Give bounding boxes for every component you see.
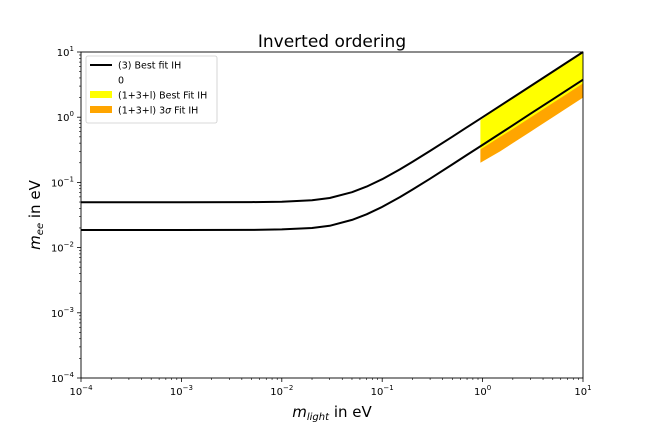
y-tick-label-base-5: 10 [57,48,70,59]
plot-frame [80,51,584,379]
y-tick-label-5: 101 [57,45,74,59]
x-tick-label-4: 100 [474,384,491,398]
x-tick-label-base-0: 10 [69,387,82,398]
y-tick-label-base-4: 10 [57,113,70,124]
x-tick-label-exp-0: −4 [82,384,93,392]
y-tick-label-exp-2: −2 [64,241,74,249]
x-tick-label-exp-5: 1 [587,384,591,392]
legend-label-3sigma-post: Fit IH [171,106,198,117]
x-tick-label-base-2: 10 [270,387,283,398]
x-tick-label-exp-3: −1 [383,384,393,392]
y-tick-label-exp-0: −4 [64,371,75,379]
y-axis-label-group: mee in eV [26,179,46,249]
x-tick-label-exp-2: −2 [283,384,293,392]
x-tick-label-base-5: 10 [574,387,587,398]
legend-label-3sigma-pre: (1+3+l) 3 [118,106,165,117]
bands-layer [480,52,583,163]
y-tick-label-base-3: 10 [51,178,64,189]
y-tick-label-1: 10−3 [51,306,74,320]
legend-label-3sigma-band: (1+3+l) 3σ Fit IH [118,106,198,117]
y-tick-label-exp-5: 1 [70,45,74,53]
x-tick-label-3: 10−1 [371,384,394,398]
y-tick-label-base-2: 10 [51,244,64,255]
x-tick-label-base-3: 10 [371,387,384,398]
y-tick-label-exp-1: −3 [64,306,74,314]
x-tick-label-2: 10−2 [270,384,293,398]
band-2 [480,82,583,163]
y-tick-label-2: 10−2 [51,241,74,255]
legend: (3) Best fit IH 0 (1+3+l) Best Fit IH (1… [85,55,218,124]
y-axis-label-symbol: m [26,235,44,250]
x-axis-label-unit: in eV [329,403,372,421]
x-axis-label: mlight in eV [292,403,372,423]
x-tick-label-base-4: 10 [474,387,487,398]
x-tick-label-exp-4: 0 [487,384,491,392]
x-axis-label-subscript: light [307,412,330,423]
y-tick-label-3: 10−1 [51,175,74,189]
y-axis-label: mee in eV [26,179,46,249]
legend-label-best-fit-band: (1+3+l) Best Fit IH [118,91,207,102]
x-tick-label-base-1: 10 [170,387,183,398]
y-axis-label-subscript: ee [35,223,46,235]
legend-swatch-3sigma-band [90,106,112,113]
legend-label-zero: 0 [118,76,124,87]
legend-swatch-best-fit-band [90,91,112,98]
y-tick-label-4: 100 [57,110,74,124]
x-axis-label-symbol: m [292,403,307,421]
y-tick-label-exp-4: 0 [70,110,74,118]
y-tick-label-base-1: 10 [51,309,64,320]
y-tick-label-0: 10−4 [51,371,75,385]
legend-label-3sigma-symbol: σ [165,106,172,117]
chart-title: Inverted ordering [258,32,406,52]
legend-box [85,55,218,124]
legend-label-best-fit-ih: (3) Best fit IH [118,61,181,72]
series-line-1 [81,78,584,231]
y-axis-label-unit: in eV [26,179,44,222]
y-tick-label-base-0: 10 [51,374,64,385]
y-tick-label-exp-3: −1 [64,175,74,183]
x-tick-label-exp-1: −3 [183,384,193,392]
ticks-layer: 10−4 10−3 10−2 10−1 100 10110−410−310−210−110… [51,45,592,398]
band-3 [480,52,583,150]
x-tick-label-5: 101 [574,384,591,398]
series-line-0 [81,51,584,204]
x-tick-label-1: 10−3 [170,384,193,398]
x-tick-label-0: 10−4 [69,384,93,398]
lines-layer [81,51,584,231]
